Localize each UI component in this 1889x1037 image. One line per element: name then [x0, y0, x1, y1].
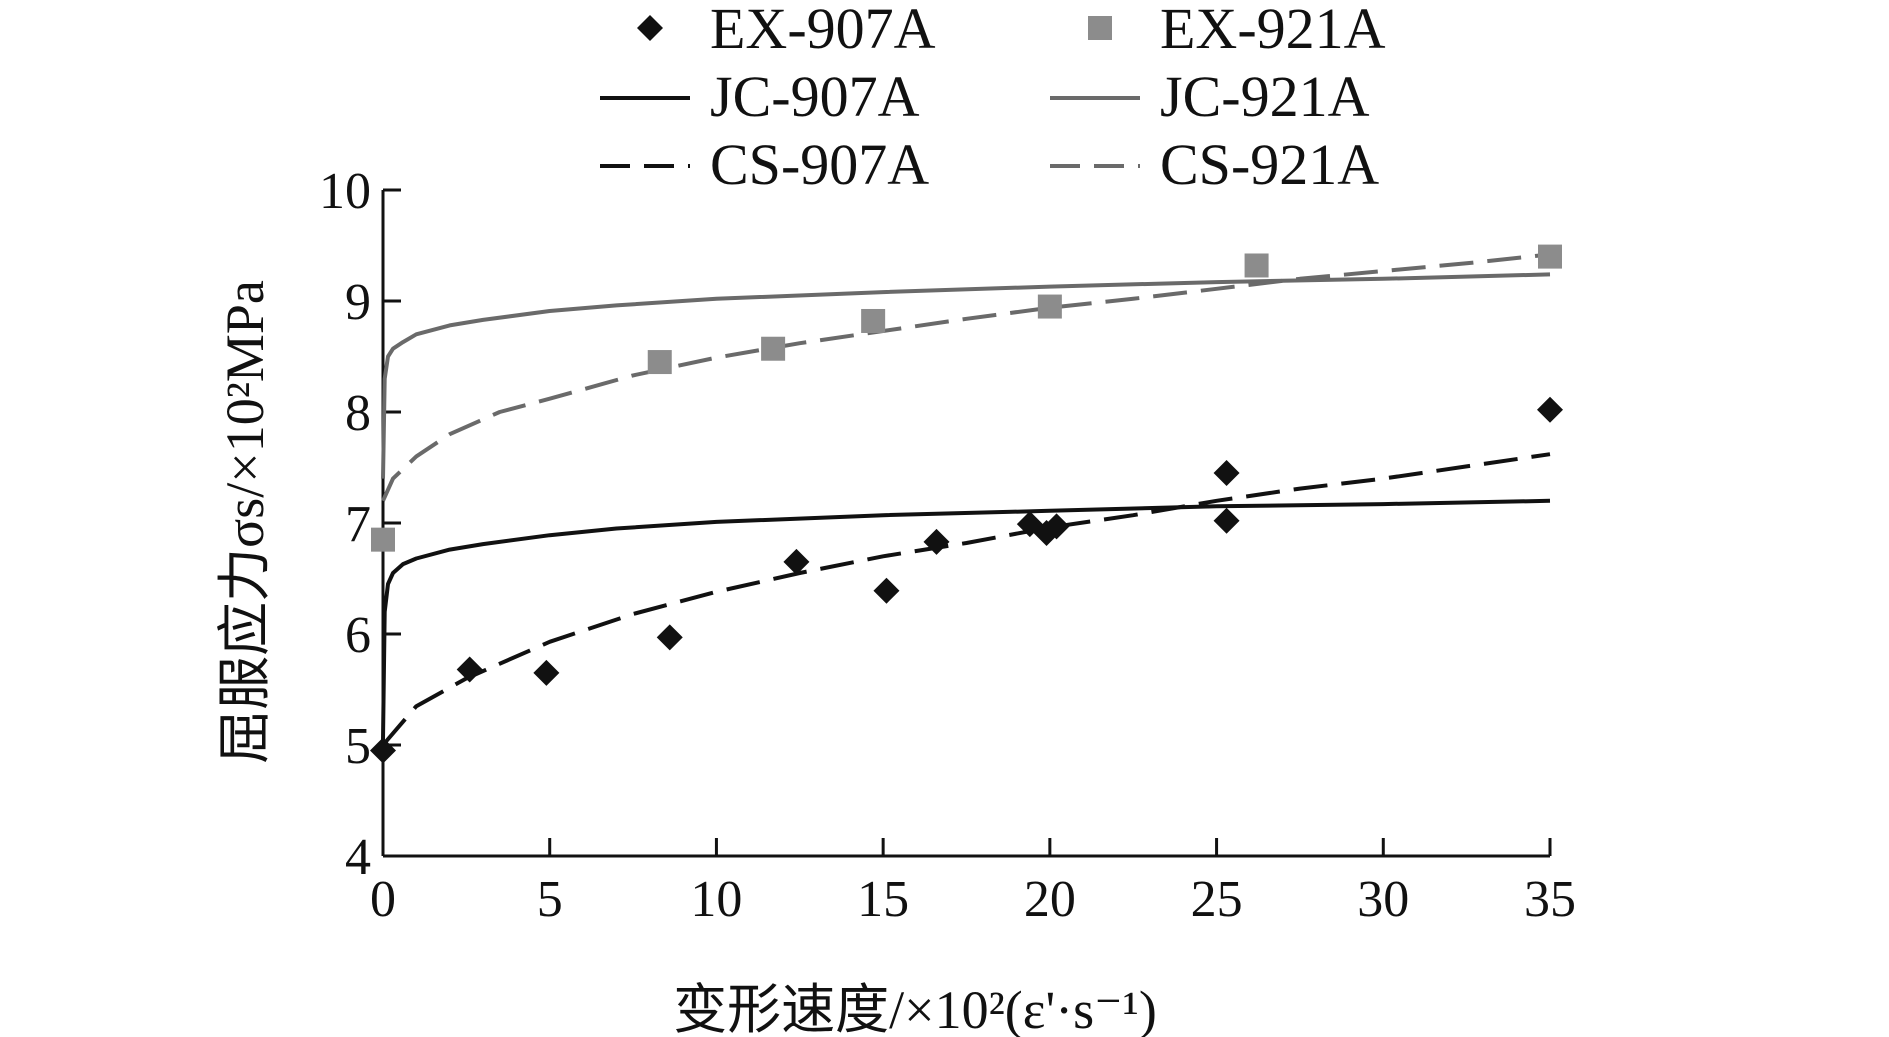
- x-tick-label: 10: [690, 871, 742, 928]
- ex-907a-point: [873, 577, 900, 604]
- ex-907a-point: [1213, 507, 1240, 534]
- ex-921a-point: [647, 350, 672, 375]
- ex-921a-point: [1244, 253, 1269, 278]
- ex-907a-point: [923, 528, 950, 555]
- jc-921a-line: [381, 272, 1551, 479]
- x-tick-label: 25: [1191, 871, 1243, 928]
- data-markers: [370, 244, 1563, 764]
- ticks: 0 5 10 15 20 25 30 35 4 5 6 7 8 9 10: [319, 163, 1576, 928]
- legend-cs-907a-label: CS-907A: [710, 132, 929, 197]
- y-tick-label: 10: [319, 163, 371, 220]
- legend: EX-907A EX-921A JC-907A JC-921A CS-907A CS-92…: [600, 0, 1386, 197]
- ex-921a-point: [861, 308, 886, 333]
- legend-ex-921a-label: EX-921A: [1160, 0, 1386, 61]
- y-tick-label: 6: [345, 607, 371, 664]
- x-tick-label: 5: [537, 871, 563, 928]
- ex-907a-point: [456, 656, 483, 683]
- ex-921a-point: [1538, 244, 1562, 269]
- ex-921a-point: [1037, 294, 1062, 319]
- ex-921a-point: [761, 336, 786, 361]
- ex-907a-point: [370, 737, 396, 764]
- ex-907a-point: [656, 624, 683, 651]
- y-tick-label: 7: [345, 496, 371, 553]
- x-tick-label: 0: [370, 871, 396, 928]
- ex-921a-point: [371, 527, 395, 552]
- ex-907a-point: [1213, 460, 1240, 487]
- legend-cs-921a-label: CS-921A: [1160, 132, 1379, 197]
- cs-921a-line: [381, 252, 1551, 502]
- ex-907a-point: [1537, 396, 1563, 423]
- cs-907a-line: [381, 452, 1551, 747]
- ex-907a-point: [783, 548, 810, 575]
- jc-907a-line: [381, 498, 1551, 740]
- legend-ex-921a-symbol: [1088, 16, 1112, 40]
- legend-ex-907a-symbol: [637, 15, 663, 41]
- fit-lines: [381, 252, 1551, 747]
- y-tick-label: 5: [345, 718, 371, 775]
- x-tick-label: 20: [1024, 871, 1076, 928]
- legend-jc-921a-label: JC-921A: [1160, 64, 1370, 129]
- x-axis-title: 变形速度/×10²(ε'·s⁻¹): [673, 980, 1157, 1037]
- y-axis-title: 屈服应力σs/×10²MPa: [215, 280, 275, 764]
- x-tick-label: 15: [857, 871, 909, 928]
- y-tick-label: 4: [345, 829, 371, 886]
- y-tick-label: 8: [345, 385, 371, 442]
- x-tick-label: 35: [1524, 871, 1576, 928]
- legend-jc-907a-label: JC-907A: [710, 64, 920, 129]
- ex-907a-point: [1043, 513, 1070, 540]
- x-tick-label: 30: [1357, 871, 1409, 928]
- ex-907a-point: [533, 659, 560, 686]
- legend-ex-907a-label: EX-907A: [710, 0, 936, 61]
- y-tick-label: 9: [345, 274, 371, 331]
